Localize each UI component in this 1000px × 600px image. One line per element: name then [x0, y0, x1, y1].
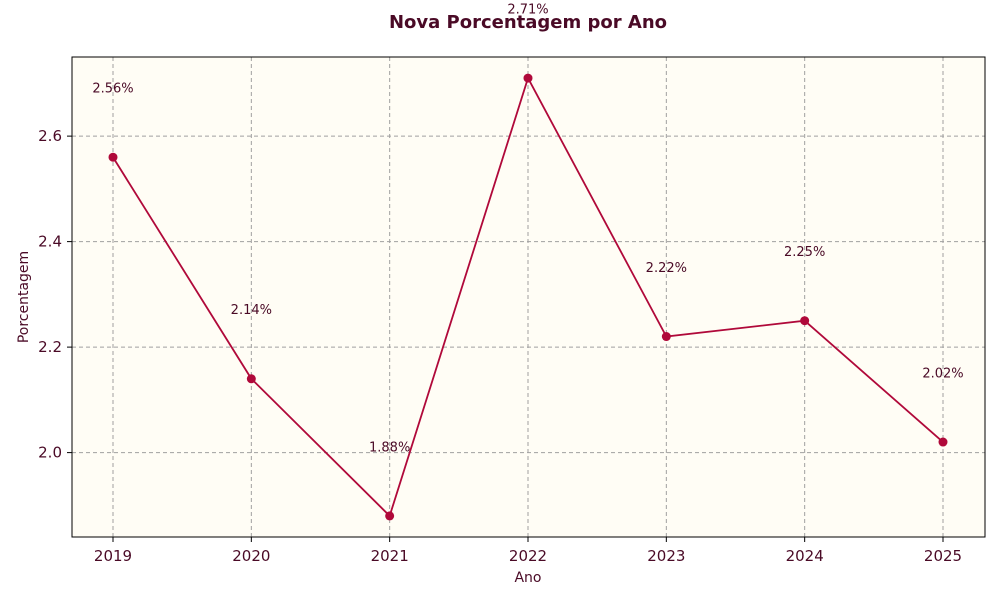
data-point: [385, 511, 395, 521]
series-layer: [108, 73, 948, 521]
data-point: [246, 374, 256, 384]
data-point: [108, 152, 118, 162]
x-axis-label: Ano: [514, 570, 541, 586]
chart-title: Nova Porcentagem por Ano: [389, 12, 667, 33]
x-tick-label: 2022: [509, 547, 547, 565]
data-point: [661, 332, 671, 342]
y-tick-label: 2.2: [38, 338, 62, 356]
data-label: 2.14%: [231, 303, 272, 318]
data-label: 2.02%: [922, 366, 963, 381]
y-tick-label: 2.0: [38, 444, 62, 462]
x-axis: 2019 2020 2021 2022 2023 2024 2025: [94, 537, 962, 565]
data-point: [523, 73, 533, 83]
x-tick-label: 2021: [371, 547, 409, 565]
y-axis-label: Porcentagem: [16, 251, 32, 343]
x-tick-label: 2023: [647, 547, 685, 565]
x-tick-label: 2019: [94, 547, 132, 565]
y-tick-label: 2.6: [38, 127, 62, 145]
grid-lines: [72, 57, 985, 537]
data-label: 1.88%: [369, 440, 410, 455]
data-point: [800, 316, 810, 326]
data-labels: 2.56% 2.14% 1.88% 2.71% 2.22% 2.25% 2.02%: [92, 3, 963, 456]
x-tick-label: 2024: [786, 547, 824, 565]
data-label: 2.56%: [92, 82, 133, 97]
x-tick-label: 2020: [232, 547, 270, 565]
y-tick-label: 2.4: [38, 233, 62, 251]
data-label: 2.25%: [784, 245, 825, 260]
data-label: 2.22%: [646, 261, 687, 276]
y-axis: 2.0 2.2 2.4 2.6: [38, 127, 72, 462]
data-point: [938, 437, 948, 447]
data-label: 2.71%: [507, 3, 548, 18]
x-tick-label: 2025: [924, 547, 962, 565]
